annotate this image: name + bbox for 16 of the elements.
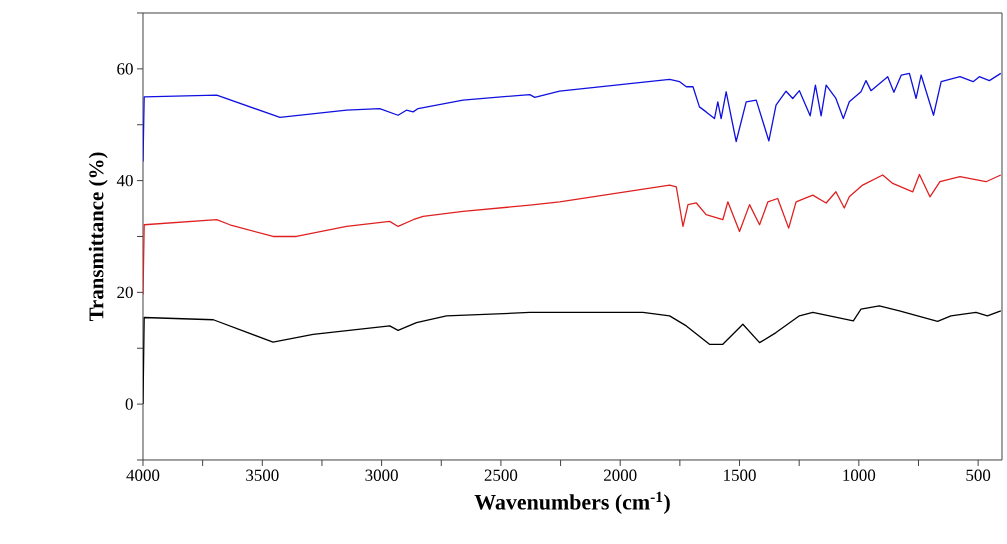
y-tick-label: 0	[125, 398, 133, 410]
x-tick-label: 1000	[843, 469, 876, 481]
line-series	[143, 72, 1002, 163]
x-axis-title: Wavenumbers (cm$^{-1}$)	[474, 491, 670, 515]
y-axis-title: Transmittance (%)	[88, 152, 108, 322]
y-tick-label: 20	[117, 286, 133, 299]
y-tick-label: 40	[116, 174, 133, 187]
x-tick-label: 3000	[365, 469, 398, 481]
x-tick-label: 2000	[604, 469, 637, 481]
y-tick-label: 60	[117, 63, 133, 75]
x-tick-label: 4000	[126, 469, 160, 481]
x-tick-label: 2500	[484, 469, 518, 481]
line-series	[143, 173, 1002, 296]
x-tick-label: 500	[966, 469, 991, 481]
x-tick-label: 3500	[246, 469, 279, 481]
x-tick-label: 1500	[724, 469, 756, 481]
